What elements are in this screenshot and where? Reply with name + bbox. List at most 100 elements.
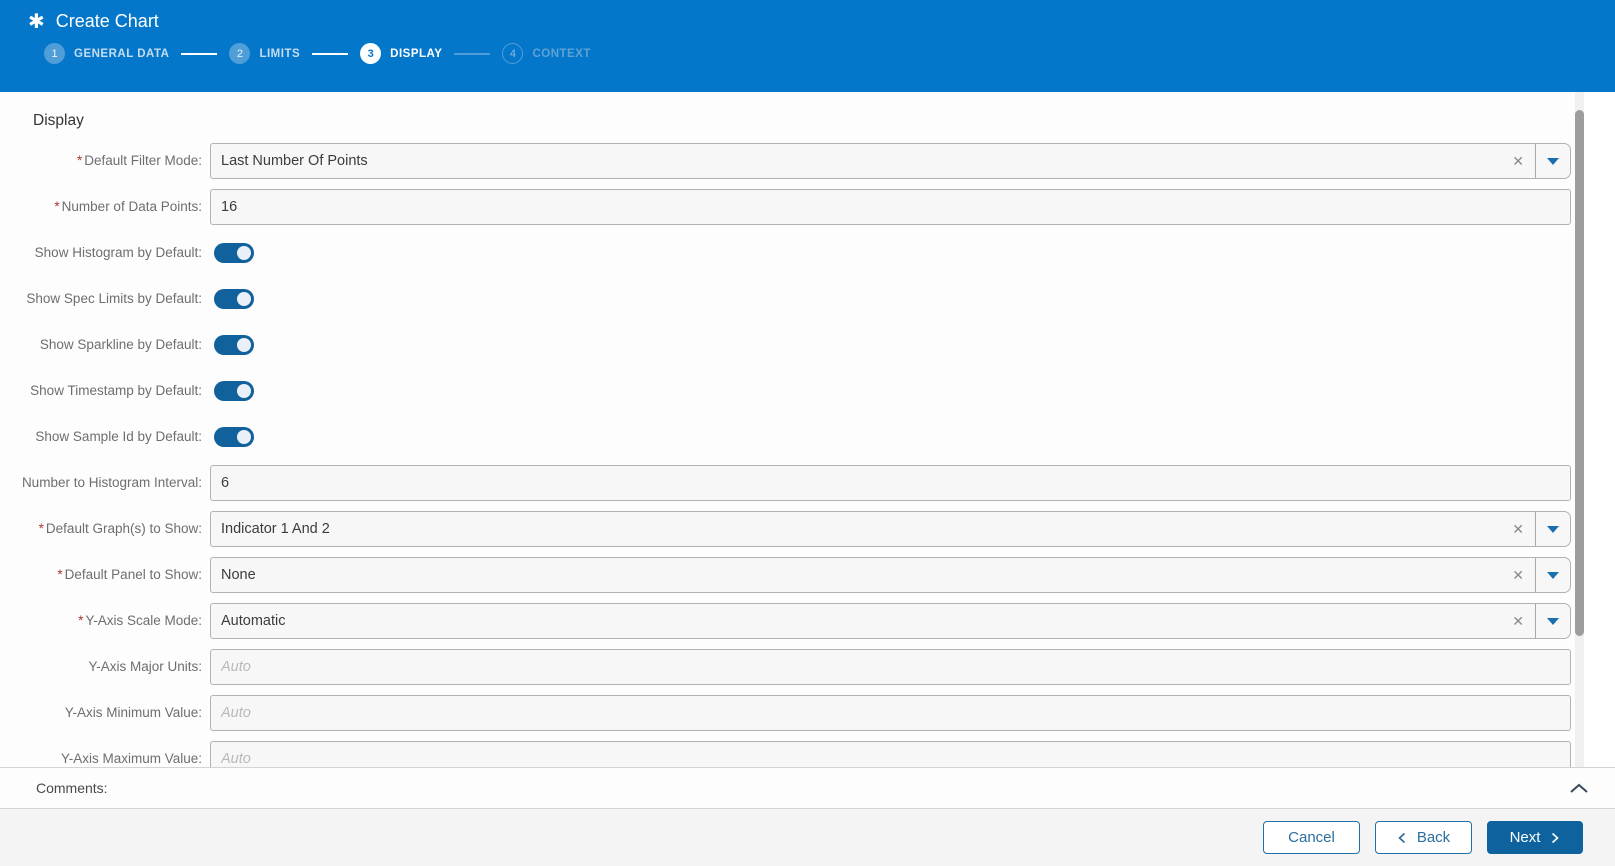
field-label-text: Show Sample Id by Default: <box>35 429 202 445</box>
caret-down-icon <box>1547 525 1559 533</box>
step-number: 1 <box>44 43 65 64</box>
clear-icon[interactable]: ✕ <box>1512 567 1524 583</box>
dropdown-button[interactable] <box>1535 604 1570 638</box>
field-label: *Show Histogram by Default: <box>18 244 210 262</box>
step-display[interactable]: 3 DISPLAY <box>360 43 442 64</box>
field-label-text: Default Filter Mode: <box>84 153 202 169</box>
caret-down-icon <box>1547 157 1559 165</box>
y-axis-scale-mode-combobox[interactable]: ✕ <box>210 603 1571 639</box>
form-rows: *Default Filter Mode: ✕ *Number of Data … <box>18 143 1571 767</box>
required-asterisk: * <box>38 521 44 537</box>
field-label-text: Show Histogram by Default: <box>34 245 202 261</box>
field-control: ✕ <box>210 511 1571 547</box>
y-axis-maximum-value-input[interactable] <box>210 741 1571 767</box>
field-label: * Y-Axis Scale Mode: <box>18 612 210 630</box>
dropdown-button[interactable] <box>1535 512 1570 546</box>
form-row-show-sample-id-by-default: *Show Sample Id by Default: <box>18 419 1571 455</box>
field-label-text: Default Panel to Show: <box>64 567 202 583</box>
field-control <box>210 741 1571 767</box>
show-spec-limits-by-default-toggle[interactable] <box>214 289 254 309</box>
default-filter-mode-combobox[interactable]: ✕ <box>210 143 1571 179</box>
clear-icon[interactable]: ✕ <box>1512 153 1524 169</box>
footer-bar: Cancel Back Next <box>0 809 1615 866</box>
default-graphs-to-show-combobox[interactable]: ✕ <box>210 511 1571 547</box>
form-row-number-to-histogram-interval: *Number to Histogram Interval: <box>18 465 1571 501</box>
field-label: * Default Panel to Show: <box>18 566 210 584</box>
y-axis-scale-mode-value[interactable] <box>211 604 1502 638</box>
step-general-data[interactable]: 1 GENERAL DATA <box>44 43 169 64</box>
field-control: ✕ <box>210 557 1571 593</box>
show-sparkline-by-default-toggle[interactable] <box>214 335 254 355</box>
number-to-histogram-interval-input[interactable] <box>210 465 1571 501</box>
field-label-text: Show Sparkline by Default: <box>39 337 202 353</box>
section-title: Display <box>33 112 84 129</box>
step-limits[interactable]: 2 LIMITS <box>229 43 300 64</box>
vertical-scrollbar-thumb[interactable] <box>1575 110 1584 636</box>
default-panel-to-show-value[interactable] <box>211 558 1502 592</box>
comments-label: Comments: <box>36 780 108 796</box>
form-row-default-graphs-to-show: *Default Graph(s) to Show: ✕ <box>18 511 1571 547</box>
field-control <box>210 289 1571 309</box>
form-content: Display *Default Filter Mode: ✕ *Number … <box>0 92 1575 767</box>
show-sample-id-by-default-toggle[interactable] <box>214 427 254 447</box>
field-label: *Y-Axis Maximum Value: <box>18 750 210 767</box>
toggle-knob <box>237 338 251 352</box>
clear-icon[interactable]: ✕ <box>1512 613 1524 629</box>
chevron-up-icon[interactable] <box>1569 783 1589 794</box>
dropdown-button[interactable] <box>1535 558 1570 592</box>
field-label: *Y-Axis Minimum Value: <box>18 704 210 722</box>
field-control <box>210 381 1571 401</box>
chevron-left-icon <box>1398 832 1405 843</box>
show-timestamp-by-default-toggle[interactable] <box>214 381 254 401</box>
show-histogram-by-default-toggle[interactable] <box>214 243 254 263</box>
field-label: * Default Filter Mode: <box>18 152 210 170</box>
form-row-show-sparkline-by-default: *Show Sparkline by Default: <box>18 327 1571 363</box>
field-label-text: Show Timestamp by Default: <box>30 383 202 399</box>
field-label-text: Y-Axis Major Units: <box>88 659 202 675</box>
dropdown-button[interactable] <box>1535 144 1570 178</box>
field-label-text: Number to Histogram Interval: <box>21 475 202 491</box>
step-connector <box>312 52 349 55</box>
form-row-default-filter-mode: *Default Filter Mode: ✕ <box>18 143 1571 179</box>
form-row-default-panel-to-show: *Default Panel to Show: ✕ <box>18 557 1571 593</box>
field-label: *Show Sample Id by Default: <box>18 428 210 446</box>
field-control <box>210 427 1571 447</box>
field-control <box>210 465 1571 501</box>
field-label: * Default Graph(s) to Show: <box>18 520 210 538</box>
next-button[interactable]: Next <box>1487 821 1583 854</box>
step-connector <box>454 52 491 55</box>
field-label: *Show Spec Limits by Default: <box>18 290 210 308</box>
number-of-data-points-input[interactable] <box>210 189 1571 225</box>
form-row-y-axis-maximum-value: *Y-Axis Maximum Value: <box>18 741 1571 767</box>
y-axis-minimum-value-input[interactable] <box>210 695 1571 731</box>
required-asterisk: * <box>78 613 84 629</box>
step-context[interactable]: 4 CONTEXT <box>502 43 590 64</box>
form-row-show-histogram-by-default: *Show Histogram by Default: <box>18 235 1571 271</box>
default-panel-to-show-combobox[interactable]: ✕ <box>210 557 1571 593</box>
field-label-text: Number of Data Points: <box>61 199 202 215</box>
form-row-number-of-data-points: * Number of Data Points: <box>18 189 1571 225</box>
default-filter-mode-value[interactable] <box>211 144 1502 178</box>
field-control: ✕ <box>210 603 1571 639</box>
toggle-knob <box>237 246 251 260</box>
y-axis-major-units-input[interactable] <box>210 649 1571 685</box>
default-graphs-to-show-value[interactable] <box>211 512 1502 546</box>
wizard-header: ✱ Create Chart 1 GENERAL DATA 2 LIMITS 3… <box>0 0 1615 92</box>
page-title: Create Chart <box>55 11 159 31</box>
toggle-knob <box>237 430 251 444</box>
cancel-button-label: Cancel <box>1288 829 1335 846</box>
field-control <box>210 695 1571 731</box>
field-label: * Number of Data Points: <box>18 198 210 216</box>
step-label: LIMITS <box>259 47 301 60</box>
cancel-button[interactable]: Cancel <box>1263 821 1360 854</box>
comments-bar[interactable]: Comments: <box>0 767 1615 809</box>
field-label-text: Y-Axis Maximum Value: <box>60 751 202 767</box>
caret-down-icon <box>1547 571 1559 579</box>
field-control <box>210 649 1571 685</box>
field-label: *Show Sparkline by Default: <box>18 336 210 354</box>
vertical-scrollbar-track[interactable] <box>1575 92 1584 767</box>
back-button[interactable]: Back <box>1375 821 1472 854</box>
required-asterisk: * <box>76 153 83 169</box>
clear-icon[interactable]: ✕ <box>1512 521 1524 537</box>
form-row-y-axis-minimum-value: *Y-Axis Minimum Value: <box>18 695 1571 731</box>
